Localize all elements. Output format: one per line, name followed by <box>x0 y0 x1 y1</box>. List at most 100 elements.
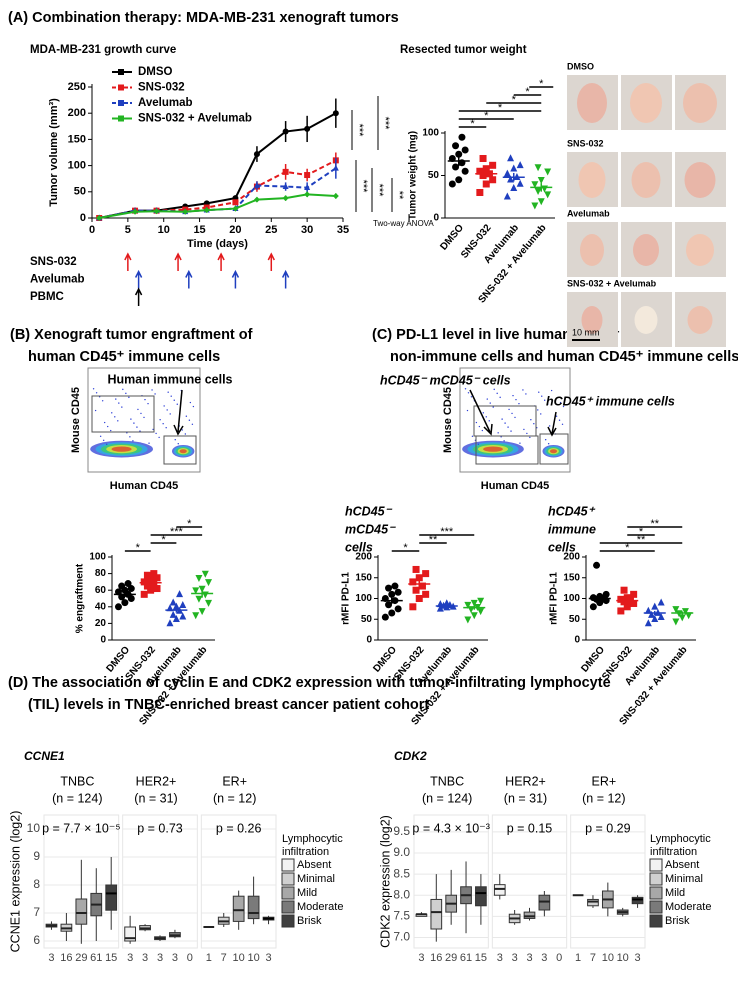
data-point <box>534 164 542 172</box>
event <box>477 443 480 445</box>
x-tick-label: 0 <box>89 224 95 236</box>
data-point <box>672 606 680 614</box>
data-point <box>470 599 478 607</box>
test-label: Two-way ANOVA <box>373 219 434 228</box>
significance-label: ** <box>637 534 646 546</box>
chart-title: cells <box>345 540 373 554</box>
box <box>430 898 443 930</box>
legend-label: Absent <box>297 859 331 871</box>
data-point <box>166 619 174 627</box>
series-line <box>98 193 336 219</box>
data-point <box>388 609 396 617</box>
data-point <box>132 208 139 215</box>
count-label: 3 <box>635 952 641 964</box>
data-point <box>127 585 135 593</box>
event <box>544 439 547 441</box>
event <box>467 392 470 394</box>
data-point <box>147 586 155 594</box>
event <box>143 416 145 419</box>
box <box>475 886 487 907</box>
count-label: 16 <box>60 952 72 964</box>
dose-arrow <box>134 287 143 306</box>
data-point <box>681 608 689 616</box>
panel-title: (B) Xenograft tumor engraftment of <box>10 327 253 343</box>
y-tick-label: 100 <box>355 593 372 604</box>
count-label: 7 <box>590 952 596 964</box>
y-tick-label: 150 <box>563 572 580 583</box>
count-label: 7 <box>221 952 227 964</box>
event <box>497 432 499 434</box>
data-point <box>644 606 652 614</box>
event <box>159 418 161 421</box>
flow-y-label: Mouse CD45 <box>442 387 454 453</box>
event <box>170 395 172 397</box>
panel-title: (TIL) levels in TNBC-enriched breast can… <box>28 697 429 713</box>
significance-label: * <box>187 518 192 530</box>
x-axis-label: Time (days) <box>187 238 248 250</box>
y-tick-label: 6 <box>33 933 40 947</box>
schedule-label: PBMC <box>30 291 64 303</box>
significance-label: * <box>625 542 630 554</box>
y-tick-label: 250 <box>68 81 86 93</box>
data-point <box>253 181 260 188</box>
count-label: 10 <box>233 952 245 964</box>
facet-panel <box>570 814 646 949</box>
x-tick-label: 35 <box>337 224 349 236</box>
data-point <box>657 598 665 606</box>
event <box>185 415 188 417</box>
event <box>166 409 168 411</box>
facet-panel <box>122 814 198 949</box>
count-label: 3 <box>157 952 163 964</box>
data-point <box>470 612 478 620</box>
tumor <box>581 306 603 334</box>
legend-marker <box>118 100 124 106</box>
event <box>144 398 146 401</box>
event <box>518 402 520 405</box>
event <box>512 394 514 397</box>
y-tick-label: 100 <box>422 128 439 139</box>
event <box>503 440 505 442</box>
y-tick-label: 8.0 <box>393 887 410 901</box>
data-point <box>657 612 665 620</box>
x-tick-label: 25 <box>265 224 277 236</box>
x-tick-label: 20 <box>229 224 241 236</box>
gate <box>475 435 539 465</box>
count-label: 29 <box>75 952 87 964</box>
x-tick-label: 5 <box>125 224 131 236</box>
event <box>140 412 142 415</box>
count-label: 61 <box>460 952 472 964</box>
tumor <box>580 234 604 266</box>
gate <box>91 395 155 433</box>
event <box>540 413 542 415</box>
data-point <box>169 598 177 606</box>
facet-n: (n = 124) <box>52 791 102 805</box>
data-point <box>685 612 693 620</box>
event <box>154 393 156 395</box>
flow-annotation: hCD45⁺ immune cells <box>546 394 675 408</box>
data-point <box>448 180 456 188</box>
data-point <box>96 215 103 221</box>
legend-label: Minimal <box>665 873 703 885</box>
event <box>481 429 484 432</box>
event <box>162 422 164 425</box>
legend-label: Absent <box>665 859 699 871</box>
event <box>507 426 509 428</box>
facet-label: TNBC <box>60 774 94 788</box>
event <box>471 435 474 437</box>
facet-label: ER+ <box>222 774 247 788</box>
facet-label: HER2+ <box>136 774 177 788</box>
significance-label: *** <box>373 184 385 198</box>
data-point <box>452 142 460 150</box>
chart-title: MDA-MB-231 growth curve <box>30 44 176 56</box>
data-point <box>172 615 180 623</box>
y-tick-label: 50 <box>428 170 440 181</box>
legend-title: Lymphocytic <box>650 833 711 845</box>
density <box>483 446 503 452</box>
y-tick-label: 9 <box>33 849 40 863</box>
y-tick-label: 0 <box>100 635 106 646</box>
y-tick-label: 9.0 <box>393 845 410 859</box>
significance-label: * <box>639 526 644 538</box>
flow-y-label: Mouse CD45 <box>70 387 82 453</box>
data-point <box>510 184 518 192</box>
box <box>493 884 506 896</box>
